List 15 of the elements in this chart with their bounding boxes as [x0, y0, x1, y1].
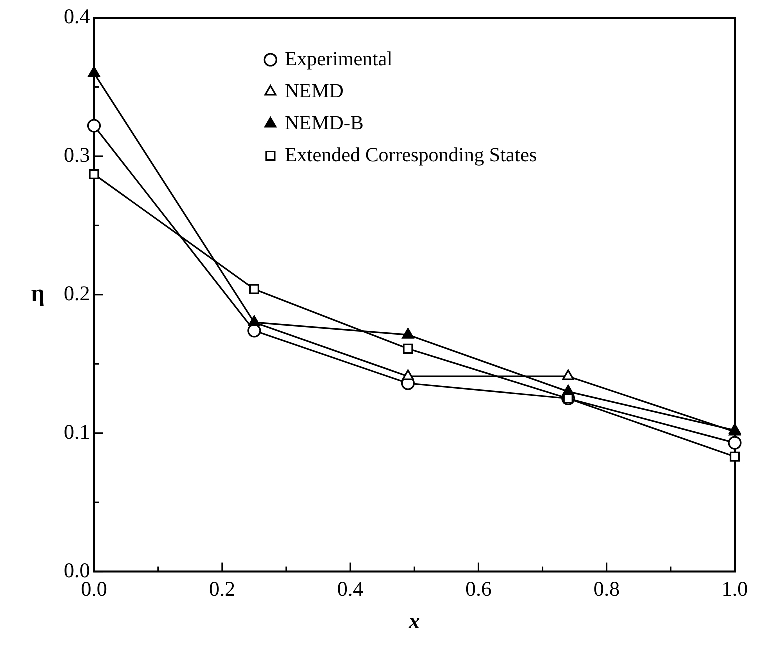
legend-label: NEMD — [284, 80, 344, 102]
y-tick-label: 0.2 — [64, 281, 90, 306]
legend-label: Experimental — [284, 48, 394, 70]
legend-label: NEMD-B — [284, 112, 364, 134]
x-tick-label: 0.4 — [337, 576, 364, 601]
y-tick-label: 0.1 — [64, 420, 90, 444]
x-axis-title: x — [408, 608, 420, 634]
x-tick-label: 0.6 — [466, 576, 492, 601]
x-tick-label: 0.2 — [209, 576, 236, 601]
x-tick-label: 0.8 — [594, 576, 620, 601]
y-tick-label: 0.3 — [64, 142, 90, 167]
x-tick-label: 1.0 — [722, 576, 748, 601]
y-tick-label: 0.4 — [64, 4, 91, 29]
y-axis-title: η — [31, 281, 45, 308]
legend-label: Extended Corresponding States — [284, 144, 538, 166]
